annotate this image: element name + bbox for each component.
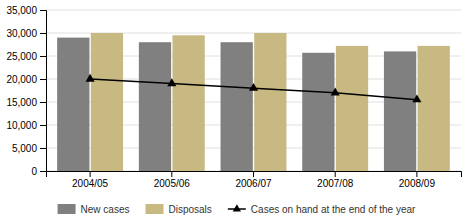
y-tick: 30,000 [6,28,46,39]
y-tick: 5,000 [12,143,46,154]
bar [336,46,368,171]
bar [57,38,89,171]
bar [384,51,416,171]
y-tick-label: 35,000 [6,5,37,16]
x-tick-label: 2006/07 [235,178,272,189]
y-tick-mark [40,33,46,34]
bar-series [91,33,450,171]
y-tick-mark [40,10,46,11]
bar [139,42,171,171]
grid-line [46,10,461,11]
y-tick-label: 5,000 [12,143,37,154]
y-tick-mark [40,125,46,126]
legend-label: Cases on hand at the end of the year [251,204,416,215]
y-tick: 0 [31,166,46,177]
y-tick: 10,000 [6,120,46,131]
legend-item: New cases [58,204,130,215]
x-tick-mark [253,171,254,177]
y-tick-label: 30,000 [6,28,37,39]
y-tick-mark [40,79,46,80]
plot: 2004/05 2005/06 2006/07 2007/08 2008/09 0 5,00… [6,5,461,189]
bar [172,35,204,171]
y-tick: 20,000 [6,74,46,85]
line [90,79,417,100]
x-tick-mark [416,171,417,177]
x-tick-label: 2007/08 [317,178,354,189]
chart: 2004/05 2005/06 2006/07 2007/08 2008/09 0 5,00… [0,0,473,223]
y-tick-mark [40,171,46,172]
grid [46,10,461,171]
bar [221,42,253,171]
x-tick: 2008/09 [399,171,436,189]
marker [331,88,340,96]
legend-swatch [58,204,76,214]
bar [302,53,334,171]
marker [412,94,421,102]
y-tick-label: 0 [31,166,37,177]
marker [86,74,95,82]
x-tick-label: 2004/05 [72,178,109,189]
x-tick-label: 2005/06 [154,178,191,189]
y-tick-mark [40,102,46,103]
x-tick: 2007/08 [317,171,354,189]
y-tick: 15,000 [6,97,46,108]
legend-item: Disposals [145,204,211,215]
bar [418,46,450,171]
x-axis-line [47,172,462,178]
x-tick-mark [335,171,336,177]
marker [167,78,176,86]
legend-marker [233,204,241,211]
bar [254,33,286,171]
y-tick-label: 25,000 [6,51,37,62]
x-tick-label: 2008/09 [399,178,436,189]
x-tick-mark [90,171,91,177]
bar [91,33,123,171]
y-tick-mark [40,56,46,57]
x-tick: 2006/07 [235,171,272,189]
y-tick: 25,000 [6,51,46,62]
y-tick-label: 20,000 [6,74,37,85]
legend-label: New cases [81,204,130,215]
marks [57,33,450,171]
legend: New cases Disposals Cases on hand at the e… [58,204,416,215]
y-axis-line [40,11,47,172]
legend-label: Disposals [168,204,211,215]
y-axis: 0 5,000 10,000 15,000 20,000 25,000 30,000 35,0… [6,5,46,177]
y-tick-label: 15,000 [6,97,37,108]
legend-item: Cases on hand at the end of the year [228,204,416,215]
y-tick-mark [40,148,46,149]
y-tick-label: 10,000 [6,120,37,131]
x-tick: 2004/05 [72,171,109,189]
markers [86,74,422,103]
x-axis: 2004/05 2005/06 2006/07 2007/08 2008/09 [47,171,462,189]
x-tick: 2005/06 [154,171,191,189]
legend-swatch [145,204,163,214]
y-tick: 35,000 [6,5,46,16]
x-tick-mark [171,171,172,177]
marker [249,83,258,91]
